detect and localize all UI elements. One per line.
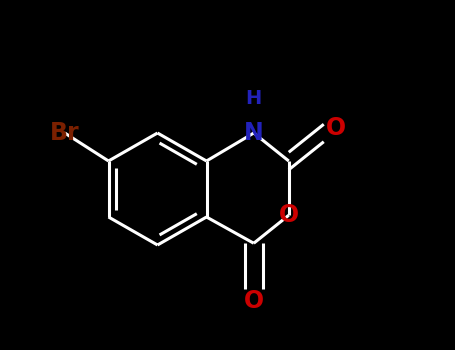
Text: O: O bbox=[244, 289, 264, 313]
Text: N: N bbox=[244, 121, 263, 145]
Text: O: O bbox=[326, 116, 346, 140]
Text: Br: Br bbox=[50, 121, 80, 145]
Text: H: H bbox=[246, 89, 262, 107]
Text: O: O bbox=[278, 203, 299, 227]
